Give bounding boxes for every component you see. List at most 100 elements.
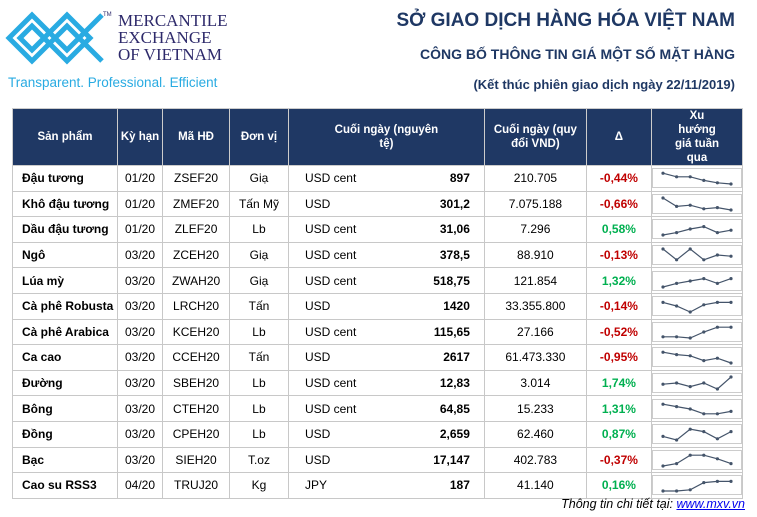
sparkline-line bbox=[662, 454, 732, 467]
sparkline-point bbox=[702, 225, 706, 229]
brand-name: MERCANTILE EXCHANGE OF VIETNAM bbox=[118, 12, 228, 63]
change-percent: -0,52% bbox=[585, 318, 653, 346]
close-vnd: 7.296 bbox=[483, 216, 587, 243]
sparkline-point bbox=[715, 357, 719, 361]
currency: USD cent bbox=[304, 376, 357, 391]
close-price: JPY 187 bbox=[287, 472, 485, 499]
sparkline-point bbox=[729, 361, 733, 366]
sparkline-point bbox=[661, 171, 665, 176]
sparkline-point bbox=[702, 276, 706, 280]
sparkline-point bbox=[729, 409, 733, 413]
trend-cell bbox=[651, 395, 743, 422]
sparkline-point bbox=[675, 404, 679, 408]
close-vnd: 121.854 bbox=[483, 267, 587, 294]
change-percent: 1,31% bbox=[585, 395, 653, 422]
sparkline-chart bbox=[652, 193, 742, 214]
change-percent: -0,95% bbox=[585, 344, 653, 371]
page-title: SỞ GIAO DỊCH HÀNG HÓA VIỆT NAM bbox=[396, 10, 735, 31]
table-row: Dầu đậu tương 01/20 ZLEF20 Lb USD cent 31… bbox=[12, 216, 743, 243]
term: 03/20 bbox=[116, 420, 164, 448]
term: 03/20 bbox=[116, 267, 164, 294]
change-percent: 1,74% bbox=[585, 369, 653, 397]
trend-cell bbox=[651, 292, 743, 320]
table-row: Cao su RSS3 04/20 TRUJ20 Kg JPY 187 41.14… bbox=[12, 472, 743, 499]
sparkline-point bbox=[729, 208, 733, 212]
sparkline-point bbox=[702, 481, 706, 485]
sparkline-point bbox=[688, 407, 692, 411]
close-price: USD cent 518,75 bbox=[287, 267, 485, 294]
close-vnd: 88.910 bbox=[483, 241, 587, 269]
sparkline-point bbox=[661, 196, 665, 200]
close-value: 378,5 bbox=[439, 248, 470, 263]
sparkline-point bbox=[675, 489, 679, 494]
website-link[interactable]: www.mxv.vn bbox=[676, 497, 745, 511]
contract-code: SIEH20 bbox=[162, 446, 231, 474]
sparkline-chart bbox=[652, 321, 742, 342]
term: 03/20 bbox=[116, 344, 164, 371]
close-value: 518,75 bbox=[433, 273, 470, 288]
unit: Lb bbox=[229, 216, 289, 243]
sparkline-point bbox=[715, 457, 719, 461]
col-code: Mã HĐ bbox=[162, 108, 231, 166]
term: 03/20 bbox=[116, 395, 164, 422]
sparkline-point bbox=[675, 381, 679, 385]
sparkline-chart bbox=[652, 245, 742, 266]
close-vnd: 210.705 bbox=[483, 165, 587, 192]
sparkline-line bbox=[662, 428, 732, 441]
sparkline-chart bbox=[652, 219, 742, 240]
table-row: Ca cao 03/20 CCEH20 Tấn USD 2617 61.473.3… bbox=[12, 344, 743, 371]
sparkline-point bbox=[702, 430, 706, 434]
sparkline-point bbox=[661, 301, 665, 305]
sparkline-chart bbox=[652, 424, 742, 445]
product-name: Đường bbox=[12, 369, 118, 397]
close-vnd: 33.355.800 bbox=[483, 292, 587, 320]
contract-code: ZLEF20 bbox=[162, 216, 231, 243]
close-value: 31,06 bbox=[439, 222, 470, 237]
sparkline-line bbox=[662, 172, 732, 185]
change-percent: 1,32% bbox=[585, 267, 653, 294]
sparkline-point bbox=[729, 254, 733, 258]
close-price: USD cent 115,65 bbox=[287, 318, 485, 346]
trend-cell bbox=[651, 420, 743, 448]
change-percent: -0,66% bbox=[585, 190, 653, 218]
term: 01/20 bbox=[116, 190, 164, 218]
sparkline-chart bbox=[652, 347, 742, 368]
trend-cell bbox=[651, 472, 743, 499]
page-subtitle: CÔNG BỐ THÔNG TIN GIÁ MỘT SỐ MẶT HÀNG bbox=[420, 46, 735, 62]
unit: Lb bbox=[229, 369, 289, 397]
col-trend: Xu hướng giá tuần qua bbox=[651, 108, 743, 166]
sparkline-line bbox=[662, 403, 732, 415]
trend-cell bbox=[651, 267, 743, 294]
sparkline-point bbox=[715, 253, 719, 257]
sparkline-point bbox=[661, 247, 665, 251]
close-price: USD 301,2 bbox=[287, 190, 485, 218]
col-close: Cuối ngày (nguyên tệ) bbox=[287, 108, 485, 166]
unit: Giạ bbox=[229, 241, 289, 269]
sparkline-point bbox=[688, 279, 692, 283]
unit: Lb bbox=[229, 395, 289, 422]
currency: USD bbox=[304, 350, 331, 365]
brand-line: OF VIETNAM bbox=[118, 45, 223, 64]
currency: USD bbox=[304, 196, 331, 211]
close-value: 187 bbox=[449, 478, 470, 493]
col-product: Sản phẩm bbox=[12, 108, 118, 166]
sparkline-point bbox=[688, 453, 692, 457]
brand-line: MERCANTILE bbox=[118, 11, 228, 30]
sparkline-point bbox=[715, 325, 719, 329]
sparkline-point bbox=[715, 387, 719, 391]
table-row: Bạc 03/20 SIEH20 T.oz USD 17,147 402.783 … bbox=[12, 446, 743, 474]
contract-code: LRCH20 bbox=[162, 292, 231, 320]
sparkline-point bbox=[715, 411, 719, 416]
product-name: Ngô bbox=[12, 241, 118, 269]
currency: USD bbox=[304, 299, 331, 314]
close-value: 2,659 bbox=[439, 427, 470, 442]
unit: Lb bbox=[229, 318, 289, 346]
sparkline-point bbox=[702, 453, 706, 457]
sparkline-line bbox=[662, 197, 732, 211]
close-value: 115,65 bbox=[433, 324, 470, 339]
session-date: (Kết thúc phiên giao dịch ngày 22/11/201… bbox=[473, 77, 735, 92]
table-row: Ngô 03/20 ZCEH20 Giạ USD cent 378,5 88.91… bbox=[12, 241, 743, 269]
sparkline-point bbox=[688, 488, 692, 492]
product-name: Đồng bbox=[12, 420, 118, 448]
close-price: USD 2617 bbox=[287, 344, 485, 371]
